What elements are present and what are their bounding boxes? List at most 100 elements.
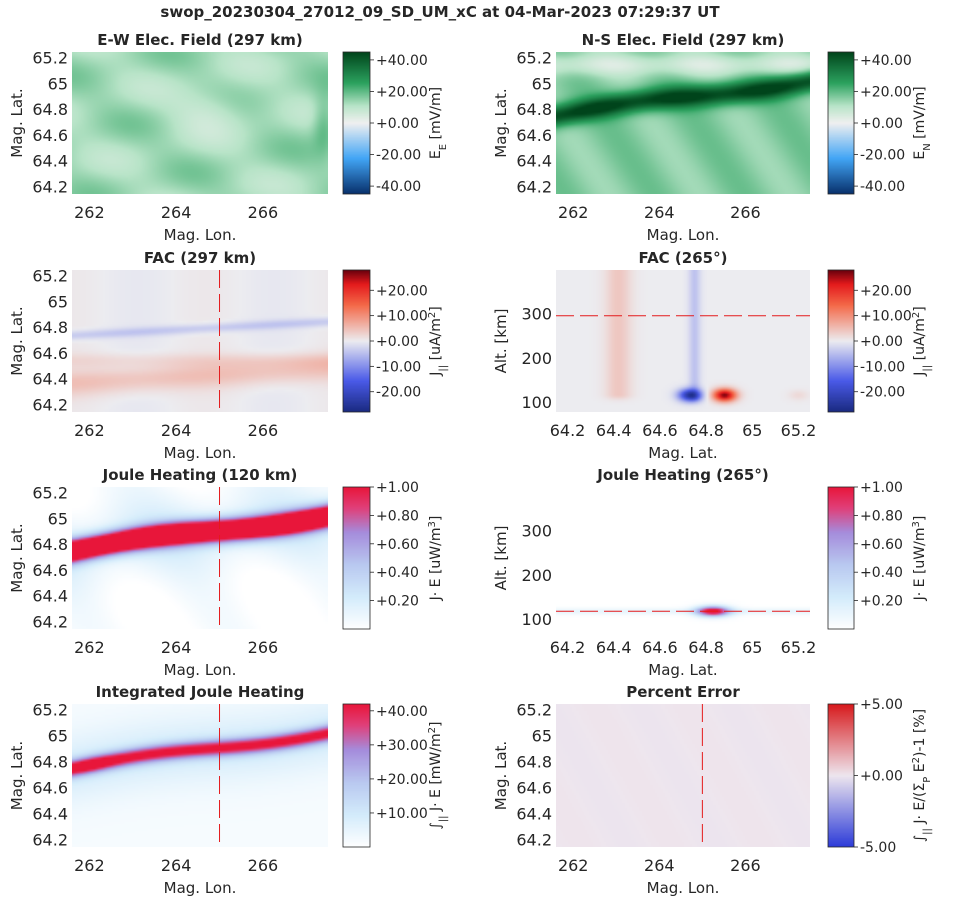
x-axis-label: Mag. Lon. [164, 226, 237, 244]
panel-title: N-S Elec. Field (297 km) [582, 31, 785, 49]
colorbar-tick-label: +20.00 [376, 283, 428, 299]
y-tick-label: 64.8 [516, 100, 552, 119]
colorbar-tick-label: +0.40 [376, 565, 419, 581]
y-tick-label: 300 [521, 521, 552, 540]
y-tick-label: 64.6 [32, 561, 68, 580]
x-tick-label: 64.6 [642, 421, 678, 440]
y-tick-label: 65 [48, 727, 68, 746]
y-tick-label: 200 [521, 349, 552, 368]
panel-fac_h: FAC (297 km) 262 264 266 64.2 64.4 64.6 64.8 65 6… [8, 249, 449, 462]
colorbar-tick-label: +0.00 [860, 116, 903, 132]
y-tick-label: 64.6 [32, 344, 68, 363]
colorbar-tick-label: -40.00 [860, 179, 905, 195]
panel-jh_h: Joule Heating (120 km) 262 264 266 64.2 64.4 6… [8, 466, 444, 679]
x-axis-label: Mag. Lon. [164, 661, 237, 679]
x-tick-label: 64.8 [688, 421, 724, 440]
colorbar [343, 270, 370, 412]
colorbar-tick-label: +1.00 [860, 480, 903, 496]
x-tick-label: 64.4 [596, 638, 632, 657]
y-tick-label: 64.4 [516, 805, 552, 824]
colorbar-tick-label: +1.00 [376, 480, 419, 496]
x-tick-label: 262 [558, 856, 589, 875]
x-tick-label: 64.4 [596, 421, 632, 440]
colorbar-tick-label: +0.20 [860, 594, 903, 610]
y-tick-label: 65.2 [516, 48, 552, 67]
colorbar-tick-label: +10.00 [376, 309, 428, 325]
y-tick-label: 64.2 [32, 178, 68, 197]
colorbar-frame [342, 486, 371, 630]
colorbar-tick-label: -20.00 [376, 385, 421, 401]
panel-ijh: Integrated Joule Heating 262 264 266 64.2 64.… [8, 683, 449, 897]
x-tick-label: 264 [161, 638, 192, 657]
heatmap-image [72, 270, 328, 412]
x-axis-label: Mag. Lat. [648, 661, 717, 679]
colorbar-frame [827, 486, 855, 630]
colorbar-label: EE [mV/m] [428, 87, 449, 159]
y-tick-label: 64.8 [516, 753, 552, 772]
x-axis-label: Mag. Lon. [647, 226, 720, 244]
y-axis-label: Mag. Lat. [8, 741, 26, 810]
colorbar-tick-label: +20.00 [376, 84, 428, 100]
colorbar-tick-label: +0.00 [860, 769, 903, 785]
y-tick-label: 64.2 [32, 396, 68, 415]
x-tick-label: 266 [248, 638, 279, 657]
y-axis-label: Mag. Lat. [8, 88, 26, 157]
x-tick-label: 262 [74, 421, 105, 440]
y-tick-label: 64.6 [516, 779, 552, 798]
y-tick-label: 65 [532, 74, 552, 93]
colorbar-tick-label: +0.00 [860, 334, 903, 350]
x-tick-label: 65.2 [781, 421, 817, 440]
x-tick-label: 262 [74, 638, 105, 657]
colorbar-tick-label: +0.60 [860, 537, 903, 553]
y-tick-label: 64.8 [32, 753, 68, 772]
heatmap-image [72, 487, 328, 629]
colorbar-tick-label: +0.40 [860, 565, 903, 581]
panel-title: FAC (265°) [639, 249, 728, 267]
y-tick-label: 64.2 [32, 831, 68, 850]
y-tick-label: 64.8 [32, 318, 68, 337]
x-tick-label: 64.2 [550, 421, 586, 440]
x-tick-label: 262 [558, 203, 589, 222]
heatmap-image [72, 704, 328, 847]
colorbar-tick-label: +30.00 [376, 738, 428, 754]
x-tick-label: 266 [730, 203, 761, 222]
x-tick-label: 64.2 [550, 638, 586, 657]
heatmap-image [556, 52, 810, 194]
colorbar-tick-label: -5.00 [860, 840, 896, 856]
colorbar-tick-label: +0.00 [376, 116, 419, 132]
y-tick-label: 64.6 [32, 779, 68, 798]
x-tick-label: 262 [74, 856, 105, 875]
y-tick-label: 64.4 [32, 587, 68, 606]
colorbar-tick-label: +0.60 [376, 537, 419, 553]
colorbar-tick-label: +40.00 [860, 53, 912, 69]
colorbar-label: ∫|| J· E/(ΣP E2)-1 [%] [911, 709, 933, 842]
x-tick-label: 264 [644, 203, 675, 222]
y-axis-label: Mag. Lat. [492, 741, 510, 810]
colorbar-tick-label: +10.00 [860, 309, 912, 325]
colorbar-label: J|| [uA/m2] [911, 306, 933, 376]
panel-jh_v: Joule Heating (265°) 64.2 64.4 64.6 64.8 65 65… [492, 466, 928, 679]
x-axis-label: Mag. Lon. [647, 879, 720, 897]
colorbar-label: J· E [uW/m3] [427, 516, 445, 602]
colorbar-tick-label: +20.00 [376, 772, 428, 788]
x-tick-label: 264 [161, 421, 192, 440]
colorbar [828, 270, 854, 412]
colorbar-tick-label: +0.20 [376, 594, 419, 610]
y-tick-label: 64.2 [516, 178, 552, 197]
colorbar [343, 52, 370, 194]
x-tick-label: 264 [161, 203, 192, 222]
heatmap-image [72, 52, 328, 194]
panel-ew: E-W Elec. Field (297 km) 262 264 266 64.2 64.… [8, 31, 449, 244]
colorbar-tick-label: +0.80 [376, 508, 419, 524]
y-tick-label: 65.2 [32, 266, 68, 285]
y-tick-label: 64.8 [32, 535, 68, 554]
y-tick-label: 64.2 [516, 831, 552, 850]
x-tick-label: 266 [248, 203, 279, 222]
colorbar-label: ∫|| J· E [mW/m2] [427, 722, 449, 830]
x-tick-label: 65 [742, 421, 762, 440]
x-tick-label: 264 [644, 856, 675, 875]
y-tick-label: 65 [48, 509, 68, 528]
colorbar-tick-label: -10.00 [860, 359, 905, 375]
heatmap-image [556, 704, 810, 847]
colorbar-tick-label: +40.00 [376, 53, 428, 69]
